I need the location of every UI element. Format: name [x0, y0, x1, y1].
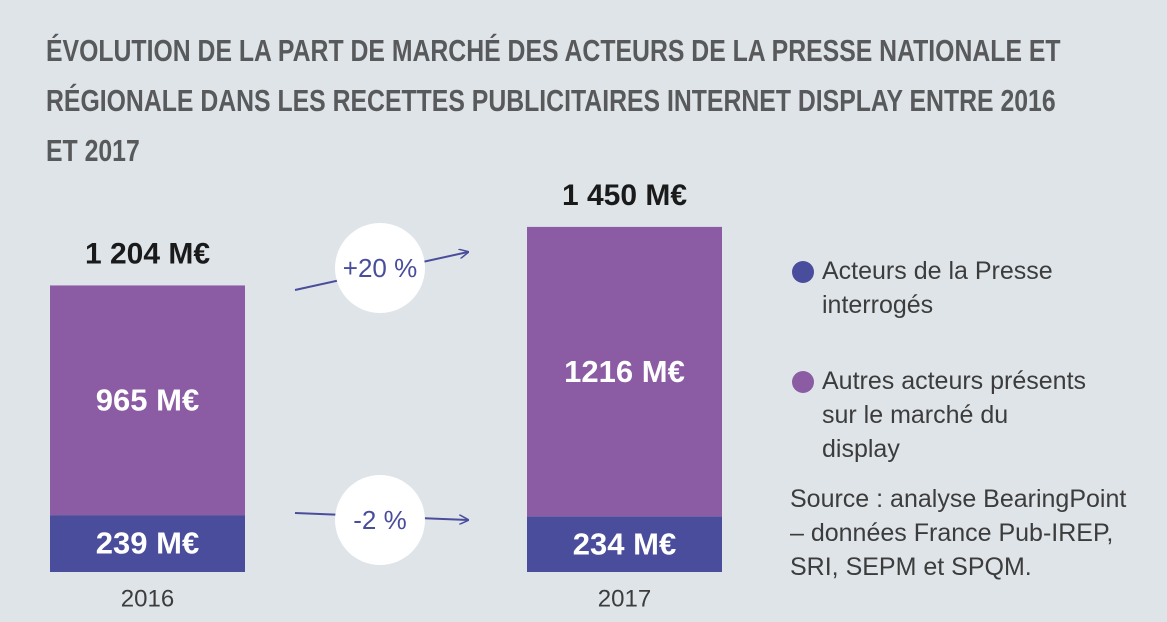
data-label: 1216 M€	[564, 354, 685, 389]
legend-label: Acteurs de la Presse interrogés	[822, 257, 1053, 319]
data-label: 965 M€	[96, 382, 199, 417]
bar-segment	[527, 516, 722, 572]
bar-segment	[50, 285, 245, 516]
bar-segment	[50, 515, 245, 572]
annotation: -2 %	[353, 505, 406, 535]
legend-label: Autres acteurs présents sur le marché du…	[822, 367, 1087, 463]
total-label: 1 450 M€	[562, 179, 687, 212]
x-tick-label: 2017	[598, 585, 651, 612]
legend-dot	[792, 371, 814, 393]
annotation-circle	[335, 475, 425, 565]
source-note: Source : analyse BearingPoint – données …	[790, 485, 1127, 581]
data-label: 239 M€	[96, 526, 199, 561]
x-tick-label: 2016	[121, 585, 174, 612]
annotation-circle	[335, 223, 425, 313]
annotation: +20 %	[343, 253, 417, 283]
legend-item: Acteurs de la Presse interrogés	[790, 254, 1090, 322]
data-label: 234 M€	[573, 526, 676, 561]
total-label: 1 204 M€	[85, 237, 210, 270]
chart-title: Évolution de la part de marché des acteu…	[46, 33, 1061, 168]
bar-segment	[527, 226, 722, 517]
legend-dot	[792, 261, 814, 283]
legend-item: Autres acteurs présents sur le marché du…	[790, 364, 1090, 466]
